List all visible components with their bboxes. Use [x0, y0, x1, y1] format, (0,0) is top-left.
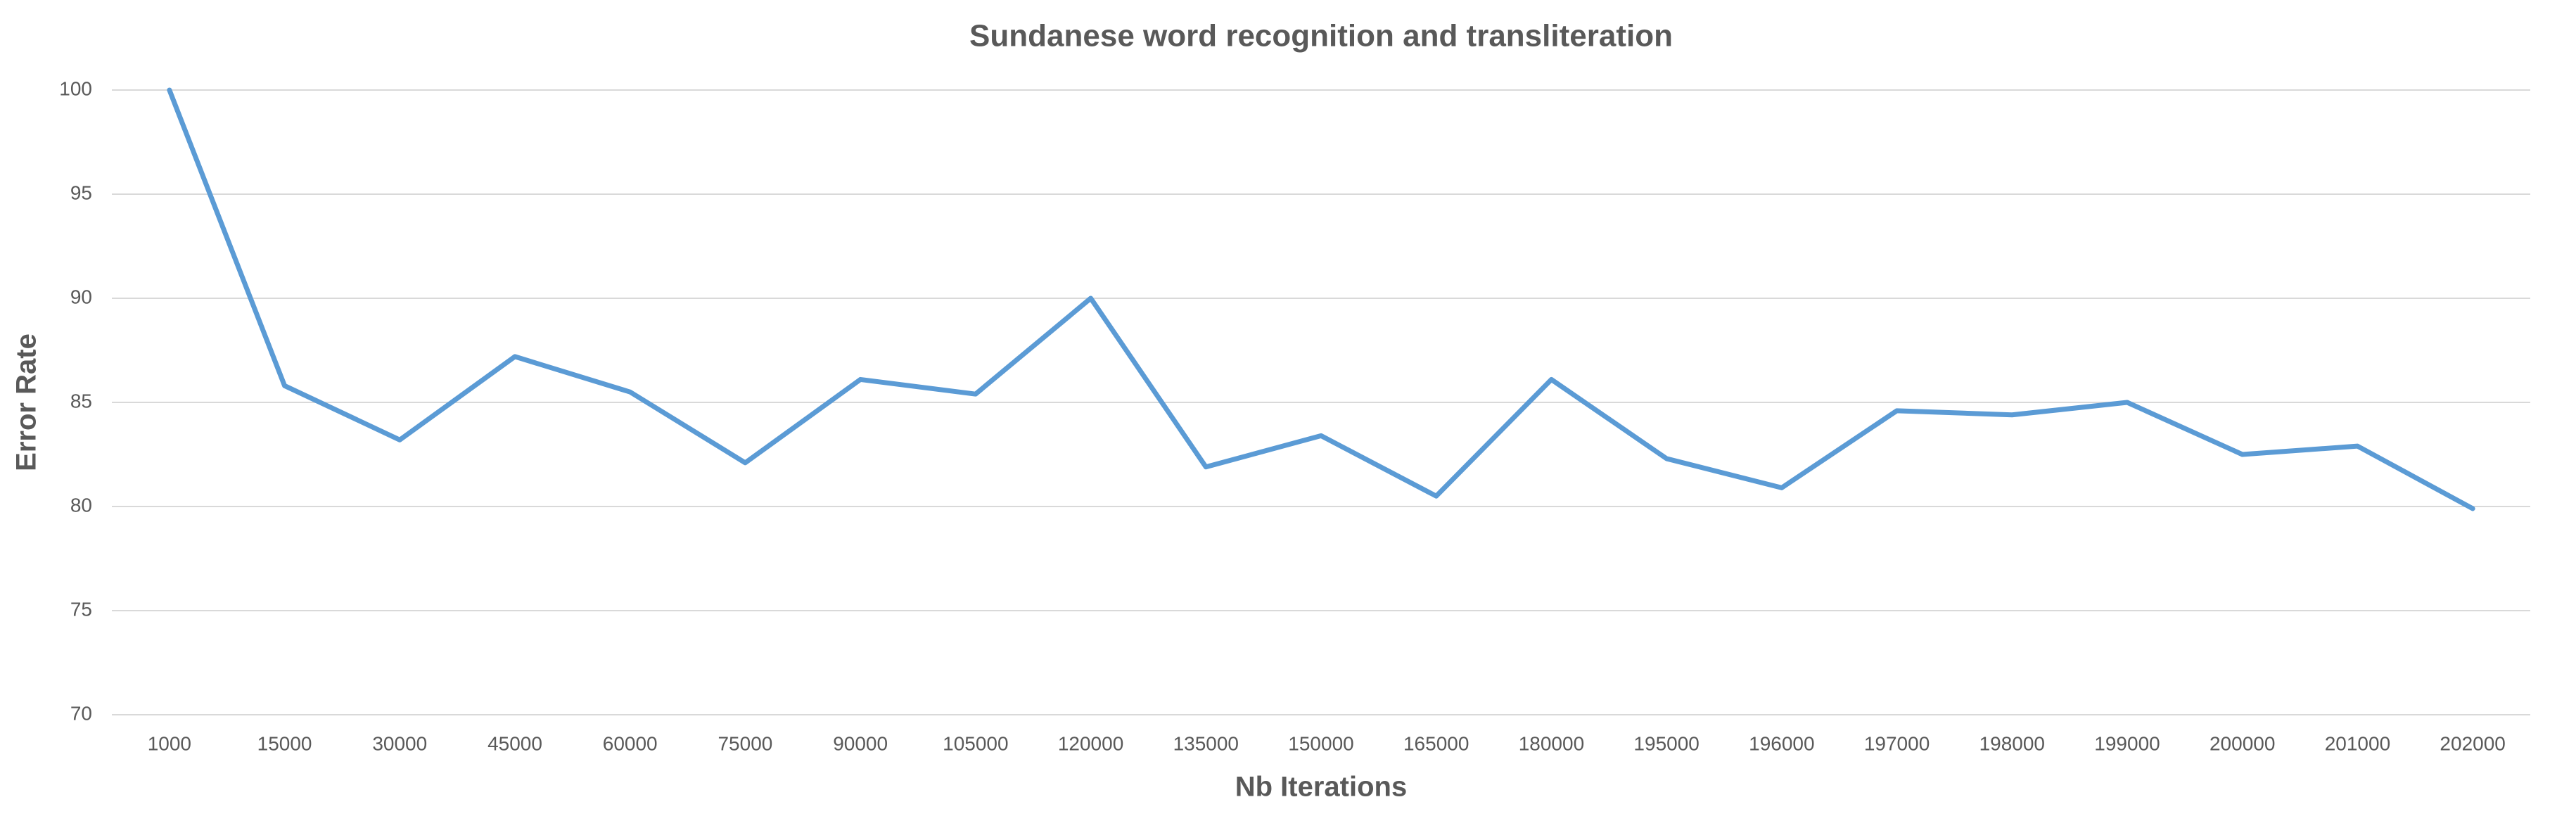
x-tick-label: 200000 [2210, 732, 2275, 754]
x-tick-label: 75000 [718, 732, 772, 754]
x-tick-label: 135000 [1173, 732, 1239, 754]
x-tick-label: 1000 [148, 732, 191, 754]
chart-title: Sundanese word recognition and translite… [969, 19, 1673, 53]
y-tick-label: 75 [70, 598, 92, 620]
y-tick-label: 85 [70, 390, 92, 412]
y-tick-label: 100 [59, 77, 92, 99]
y-tick-label: 95 [70, 181, 92, 203]
x-tick-label: 15000 [257, 732, 312, 754]
x-tick-label: 165000 [1403, 732, 1469, 754]
x-tick-label: 201000 [2325, 732, 2390, 754]
x-tick-label: 120000 [1058, 732, 1123, 754]
x-tick-label: 195000 [1633, 732, 1699, 754]
x-tick-label: 202000 [2440, 732, 2505, 754]
x-axis-title: Nb Iterations [1235, 772, 1407, 803]
x-tick-label: 199000 [2094, 732, 2160, 754]
y-tick-label: 70 [70, 702, 92, 724]
y-tick-label: 80 [70, 494, 92, 516]
x-tick-label: 90000 [833, 732, 888, 754]
data-line [167, 87, 2475, 511]
y-axis-title: Error Rate [11, 333, 42, 471]
x-tick-label: 60000 [603, 732, 658, 754]
x-tick-label: 196000 [1749, 732, 1814, 754]
x-tick-label: 30000 [372, 732, 427, 754]
x-tick-label: 150000 [1288, 732, 1353, 754]
x-tick-label: 198000 [1979, 732, 2045, 754]
x-tick-label: 180000 [1519, 732, 1584, 754]
x-tick-label: 105000 [943, 732, 1008, 754]
x-tick-label: 45000 [487, 732, 542, 754]
y-tick-label: 90 [70, 286, 92, 307]
x-tick-label: 197000 [1864, 732, 1930, 754]
